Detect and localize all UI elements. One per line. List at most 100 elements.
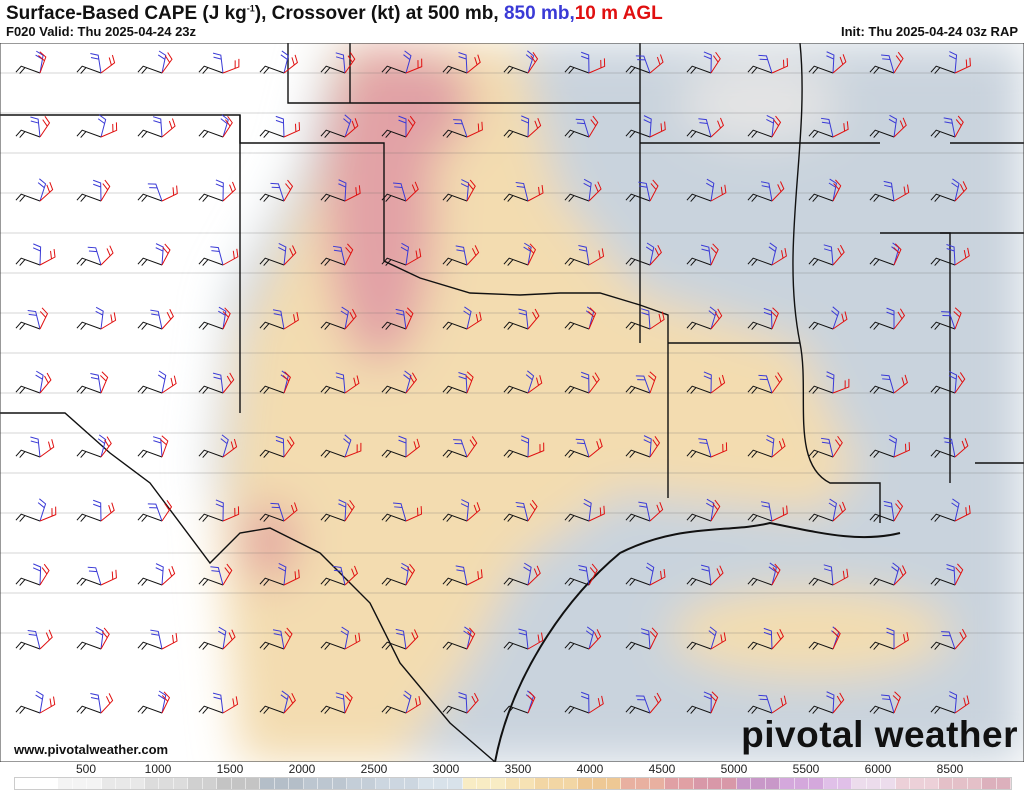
wind-barb	[100, 122, 118, 138]
wind-barb	[100, 627, 110, 650]
wind-barb	[930, 513, 956, 522]
wind-barb	[763, 307, 773, 330]
colorbar-swatch	[390, 778, 405, 789]
colorbar-swatch	[419, 778, 434, 789]
website-link[interactable]: www.pivotalweather.com	[14, 742, 169, 757]
wind-barb	[710, 374, 726, 394]
wind-barb	[283, 627, 293, 650]
wind-barb	[948, 691, 958, 714]
wind-barb	[320, 129, 346, 138]
wind-barb	[152, 436, 163, 458]
wind-barb	[686, 705, 712, 714]
wind-barb	[30, 116, 41, 138]
wind-barb	[747, 449, 773, 458]
wind-barb	[442, 513, 468, 522]
wind-barb	[954, 247, 970, 266]
wind-barb	[564, 193, 590, 202]
wind-barb	[503, 641, 529, 650]
wind-barb	[283, 245, 297, 266]
wind-barb	[515, 502, 529, 522]
wind-barb	[951, 178, 960, 202]
wind-barb	[625, 321, 651, 330]
wind-barb	[893, 565, 907, 586]
wind-barb	[39, 372, 52, 394]
wind-barb	[710, 499, 721, 522]
colorbar-swatch	[563, 778, 579, 789]
wind-barb	[869, 193, 895, 202]
wind-barb	[832, 501, 847, 522]
wind-barb	[649, 244, 662, 266]
wind-barb	[395, 628, 407, 650]
wind-barb	[643, 435, 652, 458]
wind-barb	[649, 121, 666, 138]
wind-barb	[823, 244, 834, 266]
wind-barb	[503, 705, 529, 714]
wind-barb	[869, 705, 895, 714]
wind-barb	[137, 193, 163, 202]
wind-barb	[218, 626, 227, 650]
wind-barb	[157, 50, 167, 74]
wind-barb	[39, 439, 55, 458]
wind-barb	[466, 436, 478, 458]
wind-barb	[39, 307, 49, 330]
wind-barb	[320, 577, 346, 586]
wind-barb	[523, 242, 532, 266]
wind-barb	[381, 65, 407, 74]
wind-barb	[76, 641, 102, 650]
wind-barb	[97, 114, 107, 138]
wind-barb	[222, 563, 233, 586]
wind-barb	[222, 696, 239, 714]
wind-barb	[137, 705, 163, 714]
wind-barb	[270, 182, 285, 202]
wind-barb	[564, 641, 590, 650]
colorbar-swatch	[520, 778, 535, 789]
wind-barb	[344, 375, 360, 394]
colorbar-swatch	[130, 778, 145, 789]
wind-barb	[100, 245, 114, 266]
wind-barb	[585, 626, 595, 650]
wind-barb	[155, 563, 164, 586]
wind-barb	[893, 243, 902, 266]
colorbar-swatch	[650, 778, 665, 789]
wind-barb	[503, 129, 529, 138]
wind-barb	[888, 114, 898, 138]
wind-barb	[212, 372, 224, 394]
cape-field	[210, 43, 1024, 762]
wind-barb	[320, 193, 346, 202]
wind-barb	[893, 308, 906, 330]
wind-barb	[278, 242, 287, 266]
wind-barb	[15, 193, 41, 202]
wind-barb	[466, 121, 483, 138]
wind-barb	[625, 257, 651, 266]
wind-barb	[869, 65, 895, 74]
wind-barb	[340, 306, 349, 330]
wind-barb	[893, 374, 908, 394]
wind-barb	[381, 513, 407, 522]
wind-barb	[283, 179, 294, 202]
wind-barb	[869, 577, 895, 586]
wind-barb	[161, 375, 177, 394]
wind-barb	[100, 502, 115, 522]
wind-barb	[405, 372, 418, 394]
wind-barb	[344, 442, 362, 458]
wind-barb	[930, 321, 956, 330]
wind-barb	[808, 577, 834, 586]
wind-barb	[527, 185, 544, 202]
wind-barb	[771, 248, 787, 266]
wind-barb	[198, 65, 224, 74]
wind-barb	[826, 51, 835, 74]
wind-barb	[747, 513, 773, 522]
wind-barb	[344, 52, 356, 74]
wind-barb	[525, 50, 535, 74]
wind-barb	[137, 577, 163, 586]
wind-barb	[527, 565, 541, 586]
colorbar-swatch	[72, 778, 88, 789]
wind-barb	[39, 563, 50, 586]
wind-barb	[758, 54, 773, 74]
colorbar-swatch	[953, 778, 968, 789]
wind-barb	[442, 385, 468, 394]
wind-barb	[405, 506, 423, 522]
wind-barb	[649, 627, 659, 650]
wind-barb	[869, 513, 895, 522]
colorbar-swatch	[635, 778, 651, 789]
